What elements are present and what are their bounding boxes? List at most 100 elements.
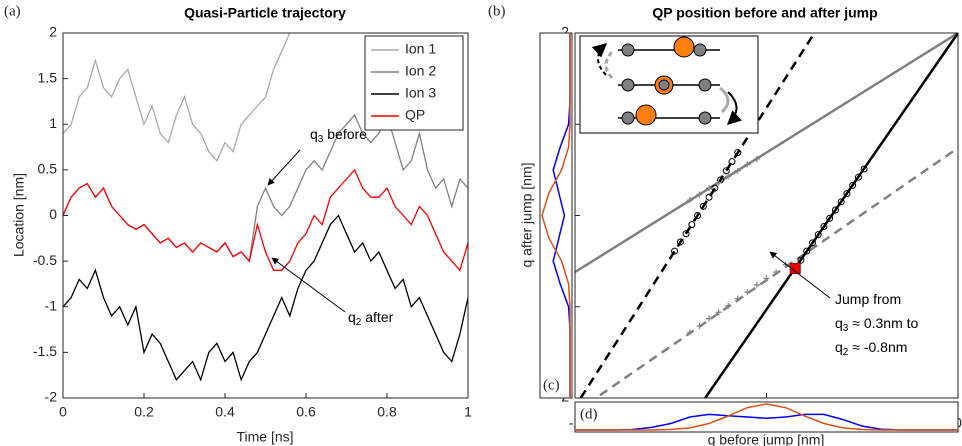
point [696, 322, 703, 329]
point [722, 167, 730, 175]
point [725, 173, 732, 180]
annotation-text: after [361, 309, 393, 325]
ion [621, 111, 635, 125]
legend-label: QP [405, 107, 425, 123]
arrow [726, 91, 742, 125]
x-tick-label: 0.6 [296, 404, 316, 420]
x-axis-label: q before jump [nm] [708, 432, 825, 446]
annotation-subscript: 3 [843, 323, 849, 334]
density-line [575, 403, 958, 431]
y-tick-label: -2 [45, 389, 58, 405]
point [826, 214, 834, 222]
plot-frame [574, 401, 959, 433]
density-line [541, 33, 571, 398]
ion [693, 43, 707, 57]
y-axis-label: q after jump [nm] [519, 162, 535, 267]
annotation-arrow [267, 149, 301, 186]
annotation-text: Jump from [835, 291, 901, 307]
point [699, 202, 707, 210]
point [831, 206, 839, 214]
legend-box [364, 35, 464, 131]
series-line [63, 33, 291, 162]
annotation-text: q [310, 126, 318, 142]
chart-title: QP position before and after jump [652, 5, 877, 21]
series-line [63, 113, 468, 263]
point [753, 281, 760, 288]
point [753, 155, 760, 162]
point [734, 295, 741, 302]
series-line [63, 168, 468, 272]
point [671, 247, 679, 255]
plot-group [575, 33, 958, 398]
point [763, 275, 770, 282]
annotation-text: q [348, 309, 356, 325]
panel-label: (c) [543, 377, 560, 393]
annotation: q3 ≈ 0.3nm to [835, 315, 919, 334]
point [837, 198, 845, 206]
y-axis-label: Location [nm] [11, 173, 27, 257]
legend-label: Ion 2 [405, 63, 436, 79]
y-tick-label: -1 [45, 297, 58, 313]
point [849, 181, 857, 189]
quasi-particle [673, 36, 695, 58]
ion [698, 111, 712, 125]
point [715, 179, 722, 186]
point [706, 185, 713, 192]
point [688, 221, 696, 229]
annotation-text: q [835, 315, 843, 331]
legend-label: Ion 3 [405, 85, 436, 101]
point [814, 231, 822, 239]
annotation-text: before [323, 126, 367, 142]
point [843, 190, 851, 198]
plot-layer: 0 0.2 0.4 0.6 0.8 1 -2 -1.5 -1 -0.5 0 0.5 1 1.5 2 Ion 1… [33, 24, 962, 433]
y-tick-label: 1 [49, 115, 57, 131]
panel-label: (b) [488, 3, 506, 19]
point [696, 191, 703, 198]
y-tick-label: 2 [49, 24, 57, 40]
point [854, 173, 862, 181]
point [734, 167, 741, 174]
series-group [63, 33, 468, 382]
point [686, 329, 693, 336]
annotation-text: q [835, 339, 843, 355]
annotation: q2 ≈ -0.8nm [835, 339, 907, 358]
quasi-particle [635, 104, 657, 126]
x-tick-label: 0.8 [377, 404, 397, 420]
annotation-subscript: 3 [318, 134, 324, 145]
ion [658, 79, 670, 91]
annotation-arrow [271, 257, 346, 313]
point [734, 149, 742, 157]
legend-label: Ion 1 [405, 41, 436, 57]
point [803, 247, 811, 255]
fit-line [575, 33, 958, 274]
fit-line [579, 33, 816, 398]
y-tick-label: -1.5 [33, 343, 57, 359]
annotation: Jump from [835, 291, 901, 307]
series-line [63, 214, 468, 382]
point [860, 165, 868, 173]
annotation-subscript: 2 [843, 347, 849, 358]
y-tick-label: 0 [49, 206, 57, 222]
annotation: q3 before [310, 126, 367, 145]
point [808, 239, 816, 247]
point [744, 161, 751, 168]
point [706, 315, 713, 322]
y-tick-label: 0.5 [38, 161, 58, 177]
point [715, 309, 722, 316]
panel-label: (d) [580, 406, 598, 422]
annotation: q2 after [348, 309, 394, 328]
y-tick-label: 1.5 [38, 69, 58, 85]
point [773, 269, 780, 276]
point [725, 302, 732, 309]
annotation-text: ≈ -0.8nm [848, 339, 907, 355]
y-tick-label: -0.5 [33, 252, 57, 268]
point [705, 193, 713, 201]
annotation-subscript: 2 [356, 317, 362, 328]
point [797, 256, 805, 264]
point [694, 212, 702, 219]
point [682, 230, 690, 238]
point [782, 261, 789, 268]
